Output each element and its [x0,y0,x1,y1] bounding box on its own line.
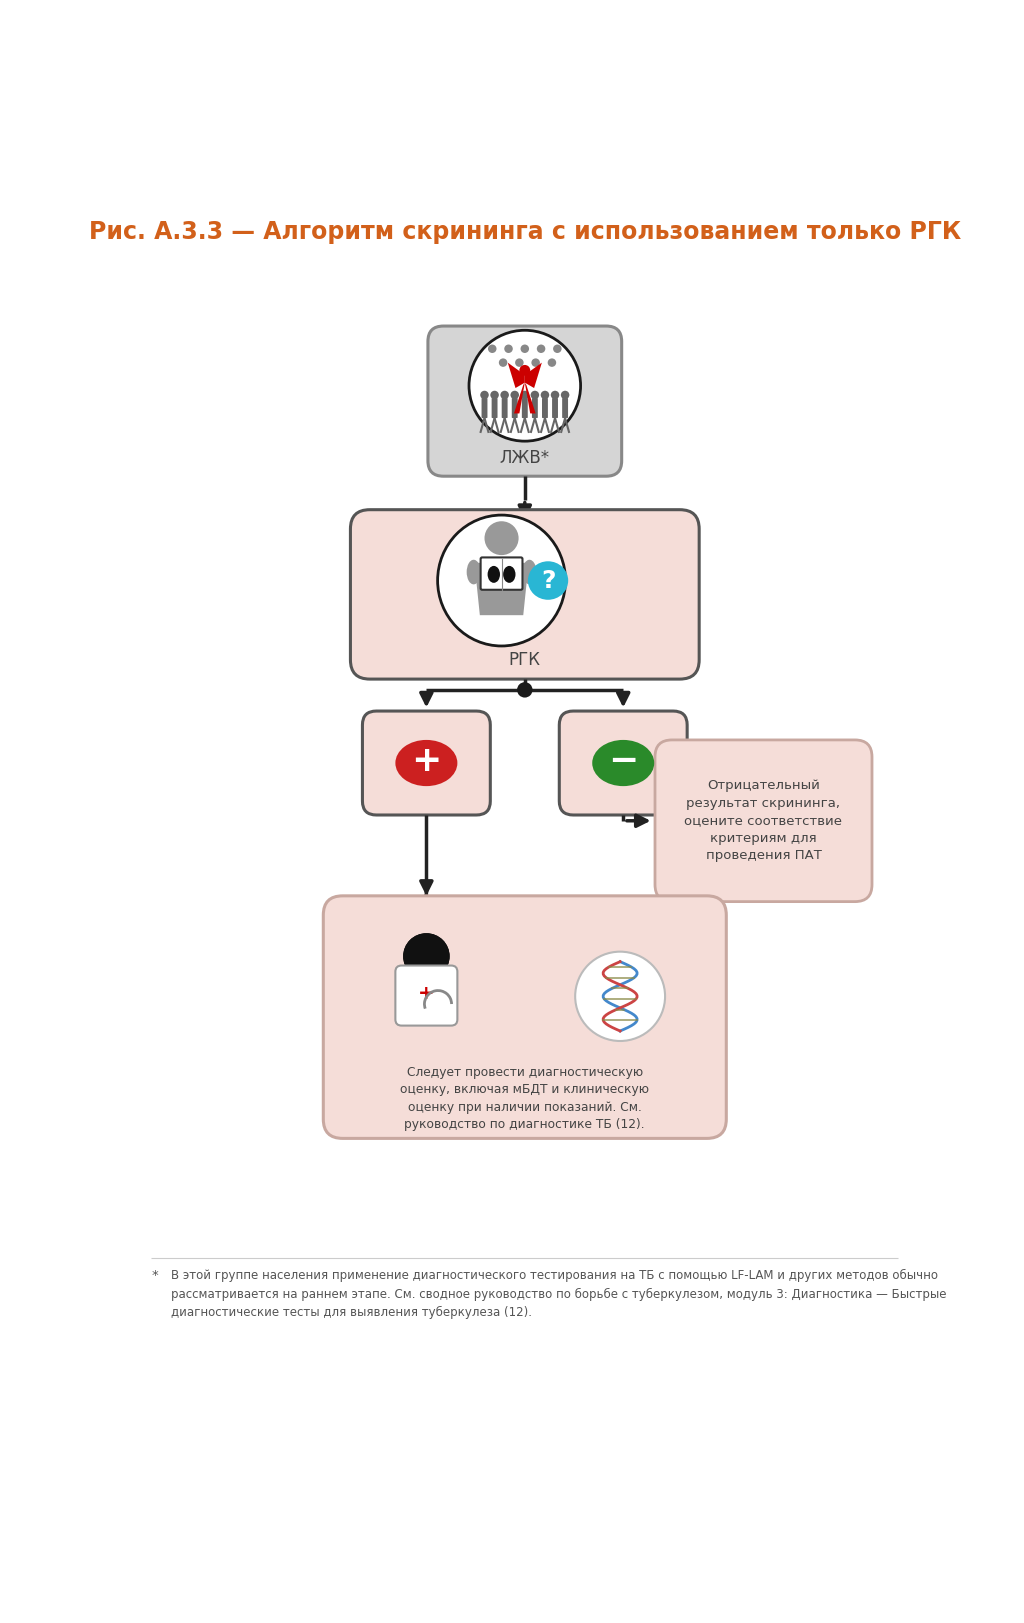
Ellipse shape [528,562,568,601]
Ellipse shape [413,938,440,972]
FancyBboxPatch shape [522,398,527,419]
Ellipse shape [503,566,515,583]
FancyBboxPatch shape [512,398,518,419]
Ellipse shape [395,740,458,786]
Text: Следует провести диагностическую
оценку, включая мБДТ и клиническую
оценку при н: Следует провести диагностическую оценку,… [400,1066,649,1131]
FancyBboxPatch shape [350,510,699,678]
Polygon shape [508,362,524,388]
FancyBboxPatch shape [531,398,538,419]
Ellipse shape [522,560,537,584]
Circle shape [517,682,532,698]
Text: +: + [418,984,434,1003]
Text: Рис. А.3.3 — Алгоритм скрининга с использованием только РГК: Рис. А.3.3 — Алгоритм скрининга с исполь… [89,219,961,243]
Circle shape [469,329,581,441]
Circle shape [490,391,499,399]
Text: ЛЖВ*: ЛЖВ* [500,448,550,467]
Circle shape [504,344,513,352]
Circle shape [488,344,497,352]
Circle shape [501,391,509,399]
Circle shape [551,391,559,399]
Polygon shape [524,362,542,388]
Circle shape [520,344,529,352]
Ellipse shape [487,566,500,583]
FancyBboxPatch shape [492,398,498,419]
FancyBboxPatch shape [562,398,568,419]
Circle shape [561,391,569,399]
FancyBboxPatch shape [362,711,490,815]
FancyBboxPatch shape [655,740,872,902]
FancyBboxPatch shape [502,398,508,419]
Circle shape [520,391,529,399]
FancyBboxPatch shape [324,896,726,1138]
Circle shape [403,933,450,979]
Polygon shape [474,563,528,615]
Circle shape [510,391,519,399]
Circle shape [519,365,530,375]
Circle shape [541,391,549,399]
FancyBboxPatch shape [481,398,487,419]
Ellipse shape [467,560,480,584]
Text: *: * [152,1269,158,1282]
FancyBboxPatch shape [428,326,622,476]
Circle shape [403,933,450,979]
Text: РГК: РГК [509,651,541,669]
Circle shape [499,359,507,367]
Ellipse shape [592,740,654,786]
Circle shape [530,391,540,399]
Circle shape [531,359,540,367]
Circle shape [537,344,546,352]
Polygon shape [524,383,536,414]
Circle shape [515,359,523,367]
Circle shape [553,344,561,352]
Ellipse shape [437,514,565,646]
Circle shape [548,359,556,367]
Circle shape [480,391,488,399]
Circle shape [484,521,518,555]
Text: +: + [412,745,441,779]
FancyBboxPatch shape [480,557,522,589]
Polygon shape [514,383,524,414]
Text: ?: ? [541,568,555,592]
FancyBboxPatch shape [559,711,687,815]
Text: −: − [608,745,638,779]
FancyBboxPatch shape [552,398,558,419]
Circle shape [575,951,665,1040]
FancyBboxPatch shape [542,398,548,419]
Text: Отрицательный
результат скрининга,
оцените соответствие
критериям для
проведения: Отрицательный результат скрининга, оцени… [684,779,843,862]
FancyBboxPatch shape [395,966,458,1026]
Text: В этой группе населения применение диагностического тестирования на ТБ с помощью: В этой группе населения применение диагн… [171,1269,946,1319]
